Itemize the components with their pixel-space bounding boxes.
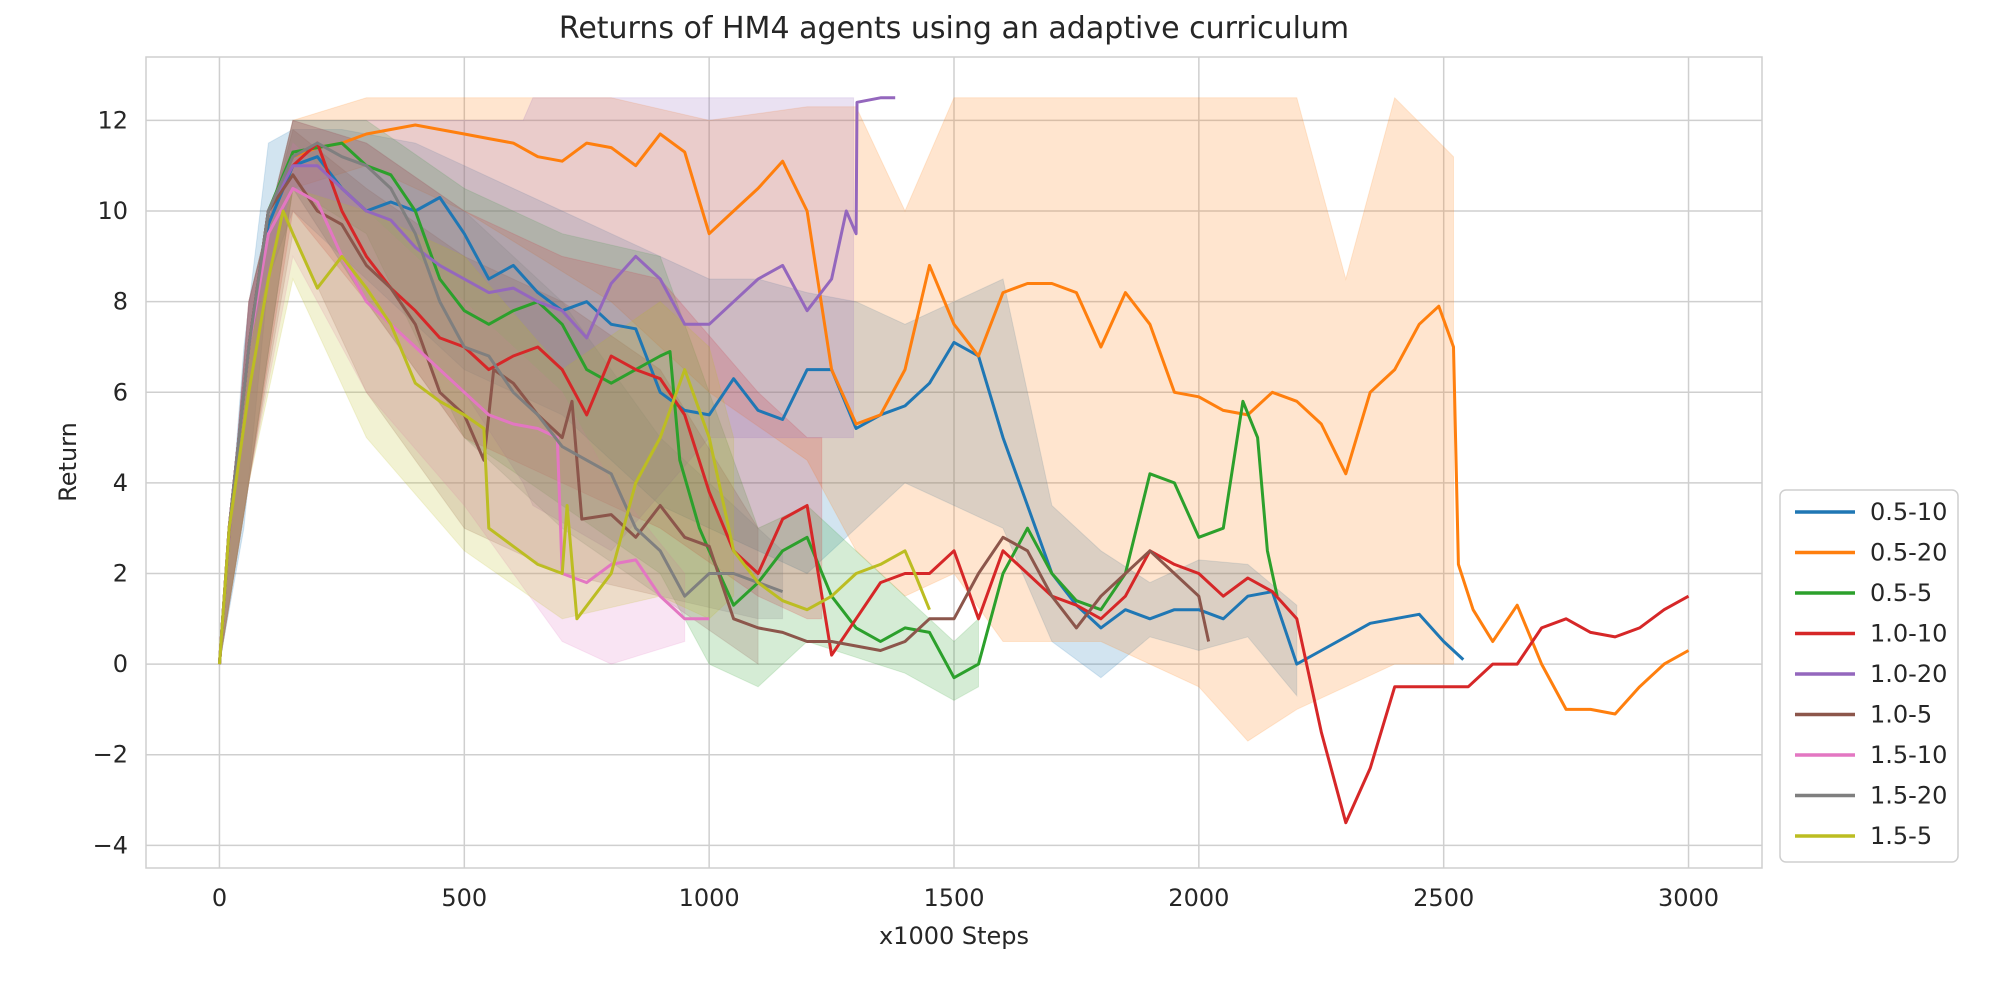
series-line-1.0-10 — [218, 141, 1690, 825]
chart-title: Returns of HM4 agents using an adaptive … — [559, 11, 1349, 46]
y-tick-label: −4 — [93, 831, 128, 859]
legend-label: 0.5-20 — [1870, 539, 1947, 567]
legend-label: 1.0-20 — [1870, 660, 1947, 688]
tick-labels: 0 500 1000 1500 2000 2500 3000 −4 −2 0 2 4 6 8 10 12 — [93, 106, 1719, 912]
band-1.5-5 — [219, 187, 735, 665]
y-tick-label: 0 — [113, 650, 128, 678]
band-0.5-10 — [219, 129, 1298, 698]
legend-label: 0.5-10 — [1870, 498, 1947, 526]
legend-frame — [1779, 489, 1959, 863]
y-tick-label: 10 — [97, 197, 128, 225]
series-line-1.5-10 — [218, 186, 710, 665]
y-tick-label: 12 — [97, 106, 128, 134]
plot-frame — [145, 56, 1763, 869]
series-line-1.5-20 — [218, 141, 784, 665]
legend-label: 1.5-10 — [1870, 741, 1947, 769]
legend: 0.5-10 0.5-20 0.5-5 1.0-10 1.0-20 1.0-5 1.5-10… — [1779, 489, 1959, 863]
x-tick-label: 1000 — [679, 884, 740, 912]
x-axis-label: x1000 Steps — [879, 922, 1029, 950]
legend-label: 1.5-5 — [1870, 822, 1932, 850]
y-tick-label: 8 — [113, 288, 128, 316]
series-line-1.5-5 — [218, 209, 931, 665]
legend-label: 0.5-5 — [1870, 579, 1932, 607]
y-tick-label: 2 — [113, 560, 128, 588]
series-line-1.0-20 — [218, 96, 896, 665]
legend-label: 1.0-10 — [1870, 620, 1947, 648]
x-tick-label: 1500 — [923, 884, 984, 912]
legend-label: 1.5-20 — [1870, 782, 1947, 810]
x-tick-label: 2500 — [1413, 884, 1474, 912]
legend-label: 1.0-5 — [1870, 701, 1932, 729]
y-tick-label: −2 — [93, 741, 128, 769]
y-tick-label: 4 — [113, 469, 128, 497]
series-line-0.5-20 — [218, 123, 1690, 716]
x-tick-label: 2000 — [1168, 884, 1229, 912]
x-tick-label: 500 — [441, 884, 487, 912]
y-axis-label: Return — [54, 422, 82, 502]
x-tick-label: 0 — [212, 884, 227, 912]
x-tick-label: 3000 — [1658, 884, 1719, 912]
series-lines — [218, 96, 1690, 825]
y-tick-label: 6 — [113, 378, 128, 406]
series-line-1.0-5 — [218, 173, 1211, 665]
